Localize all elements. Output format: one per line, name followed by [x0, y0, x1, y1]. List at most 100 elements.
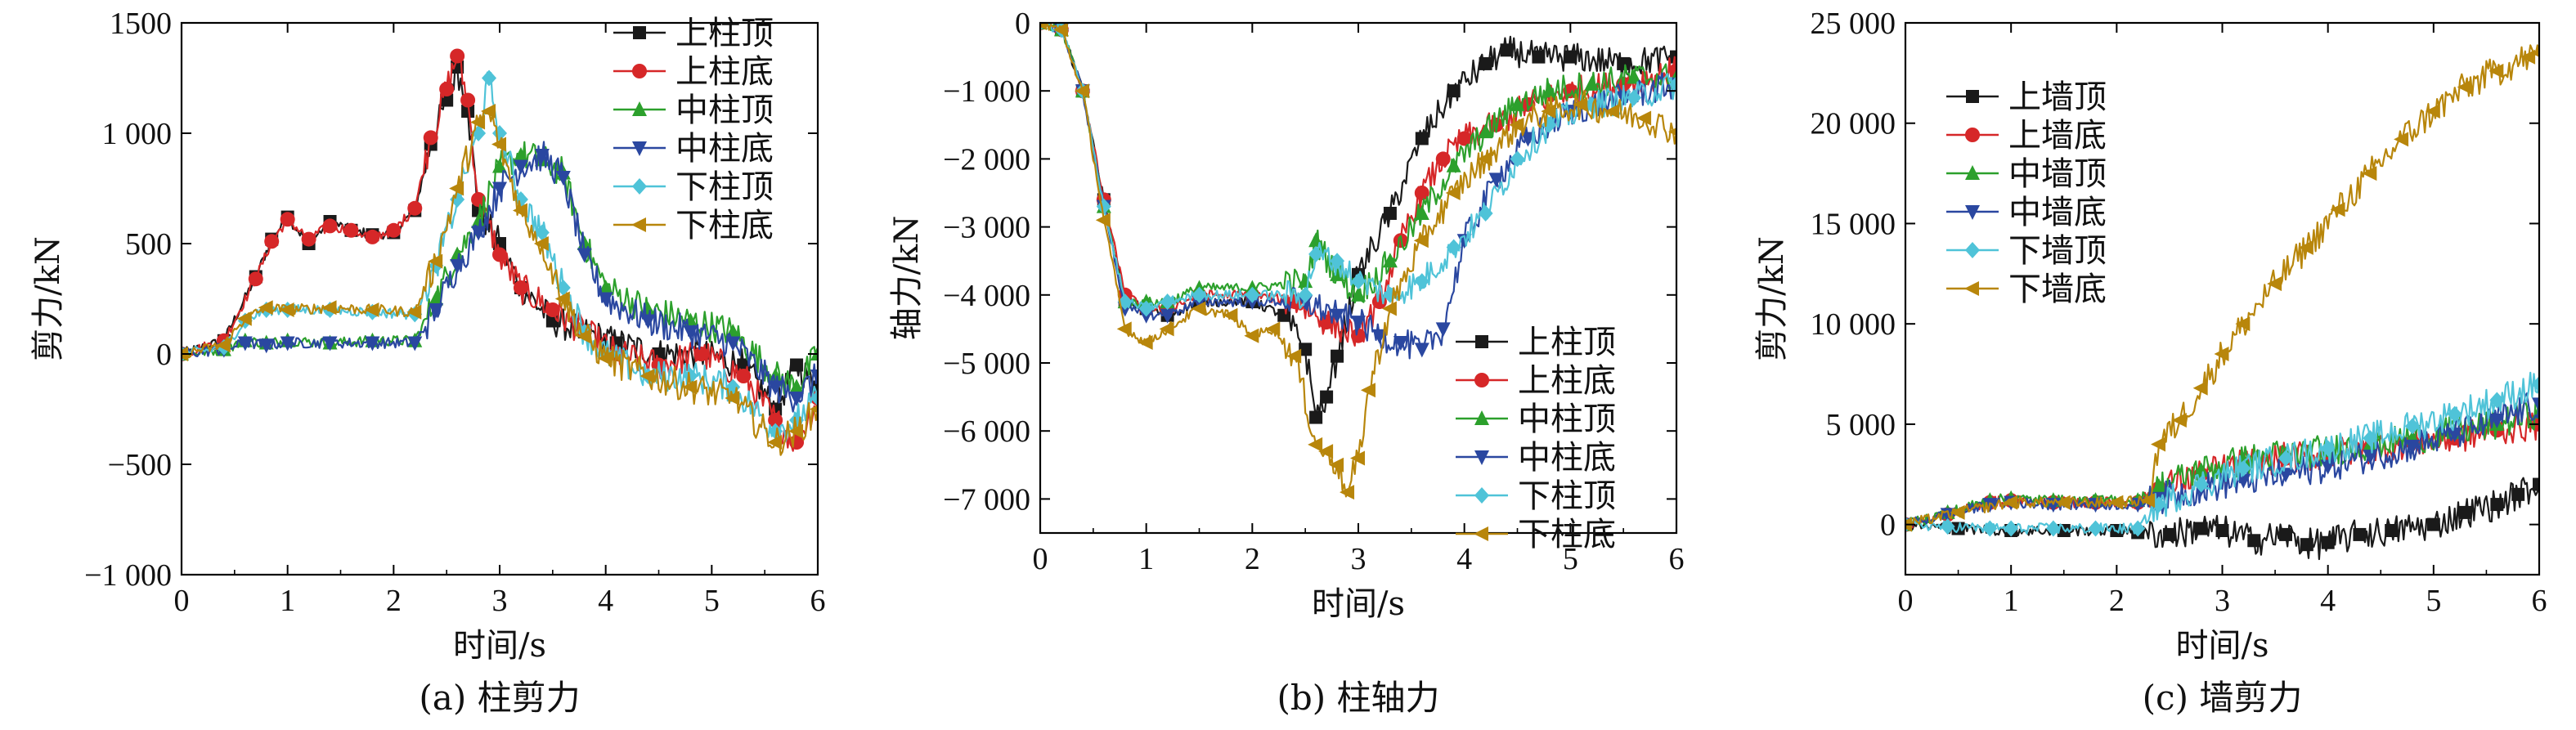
data-point-marker: [1223, 307, 1238, 323]
legend-marker: [1474, 487, 1489, 504]
data-point-marker: [640, 314, 656, 329]
legend-marker: [1965, 128, 1980, 142]
legend-label: 上墙顶: [2008, 78, 2107, 116]
data-point-marker: [482, 69, 497, 87]
data-point-marker: [2330, 202, 2345, 217]
data-point-marker: [1982, 520, 1998, 537]
data-point-marker: [1319, 315, 1335, 330]
data-point-marker: [492, 181, 507, 197]
legend-marker: [1474, 373, 1489, 387]
x-axis-label: 时间/s: [1312, 585, 1405, 623]
data-point-marker: [1950, 504, 1965, 520]
data-point-marker: [1308, 437, 1323, 452]
data-point-marker: [450, 259, 465, 274]
data-point-marker: [1447, 84, 1461, 98]
data-point-marker: [725, 391, 740, 405]
legend-label: 中柱底: [675, 130, 774, 168]
data-point-marker: [2171, 413, 2187, 428]
data-point-marker: [322, 336, 338, 352]
data-point-marker: [1298, 273, 1313, 289]
data-point-marker: [2236, 459, 2251, 477]
legend-entry: 下柱底: [1456, 516, 1616, 553]
data-point-marker: [682, 379, 698, 395]
panel-wall-shear: 0 1 2 3 4 5 6 0 5 000 10 000 15 000 20 000 25 000 时间/…: [1753, 7, 2547, 718]
x-tick-label: 1: [1138, 542, 1154, 576]
panel-caption: (a) 柱剪力: [419, 678, 580, 718]
data-point-marker: [1159, 321, 1174, 337]
data-point-marker: [1277, 308, 1291, 322]
x-axis-label: 时间/s: [453, 627, 546, 665]
data-point-marker: [1160, 308, 1175, 324]
legend-label: 下柱顶: [1518, 477, 1616, 515]
data-point-marker: [1669, 75, 1676, 92]
data-point-marker: [1573, 96, 1588, 112]
data-point-marker: [364, 302, 379, 317]
x-tick-label: 1: [280, 584, 295, 618]
data-point-marker: [2458, 505, 2472, 519]
data-point-marker: [1670, 50, 1676, 64]
data-point-marker: [1116, 321, 1132, 337]
data-point-marker: [2140, 493, 2156, 508]
data-point-marker: [513, 147, 528, 162]
data-point-marker: [1584, 75, 1600, 91]
x-tick-label: 3: [492, 584, 508, 618]
data-point-marker: [406, 304, 422, 320]
data-point-marker: [1331, 349, 1344, 363]
data-point-marker: [429, 290, 444, 306]
data-point-marker: [264, 234, 280, 249]
data-point-marker: [576, 329, 591, 344]
legend-marker: [1965, 242, 1980, 258]
series-4: [1040, 23, 1676, 360]
data-point-marker: [1265, 321, 1281, 337]
data-point-marker: [236, 311, 252, 326]
y-tick-label: 15 000: [1811, 207, 1896, 241]
data-point-marker: [1940, 518, 1955, 535]
data-point-marker: [491, 137, 506, 152]
legend-label: 中墙底: [2008, 194, 2107, 231]
y-tick-label: 0: [1880, 508, 1896, 543]
data-point-marker: [321, 300, 337, 316]
legend-label: 下柱底: [675, 207, 774, 244]
x-tick-label: 6: [1669, 542, 1685, 576]
data-point-marker: [301, 231, 316, 247]
legend-marker: [1474, 450, 1489, 465]
data-point-marker: [1500, 43, 1514, 57]
data-point-marker: [1393, 336, 1408, 352]
data-point-marker: [439, 82, 455, 96]
legend-marker: [632, 178, 647, 195]
data-point-marker: [2320, 459, 2336, 475]
data-point-marker: [1351, 328, 1366, 343]
data-point-marker: [2362, 166, 2377, 181]
data-point-marker: [492, 247, 507, 262]
data-point-marker: [407, 200, 423, 216]
data-point-marker: [683, 368, 698, 384]
data-point-marker: [1415, 132, 1429, 146]
data-point-marker: [1074, 83, 1089, 99]
data-point-marker: [1509, 117, 1524, 132]
y-tick-label: 1 000: [102, 117, 173, 151]
data-point-marker: [2003, 495, 2018, 510]
x-tick-label: 0: [174, 584, 190, 618]
data-point-marker: [1479, 56, 1492, 70]
data-point-marker: [1095, 213, 1111, 228]
data-point-marker: [215, 338, 231, 353]
data-point-marker: [1456, 131, 1472, 146]
data-point-marker: [788, 423, 804, 439]
data-point-marker: [2214, 347, 2229, 361]
data-point-marker: [1636, 110, 1652, 126]
y-tick-label: −500: [108, 448, 172, 482]
data-point-marker: [279, 302, 294, 317]
legend-marker: [632, 64, 647, 78]
data-point-marker: [1668, 128, 1676, 137]
data-point-marker: [2447, 405, 2462, 423]
data-point-marker: [810, 369, 818, 384]
data-point-marker: [1381, 301, 1397, 316]
data-point-marker: [1351, 316, 1366, 331]
data-point-marker: [513, 280, 528, 295]
data-point-marker: [768, 380, 783, 396]
data-point-marker: [2130, 520, 2146, 537]
data-point-marker: [2279, 527, 2292, 541]
legend-label: 上墙底: [2008, 117, 2107, 155]
y-tick-label: 10 000: [1811, 307, 1896, 342]
